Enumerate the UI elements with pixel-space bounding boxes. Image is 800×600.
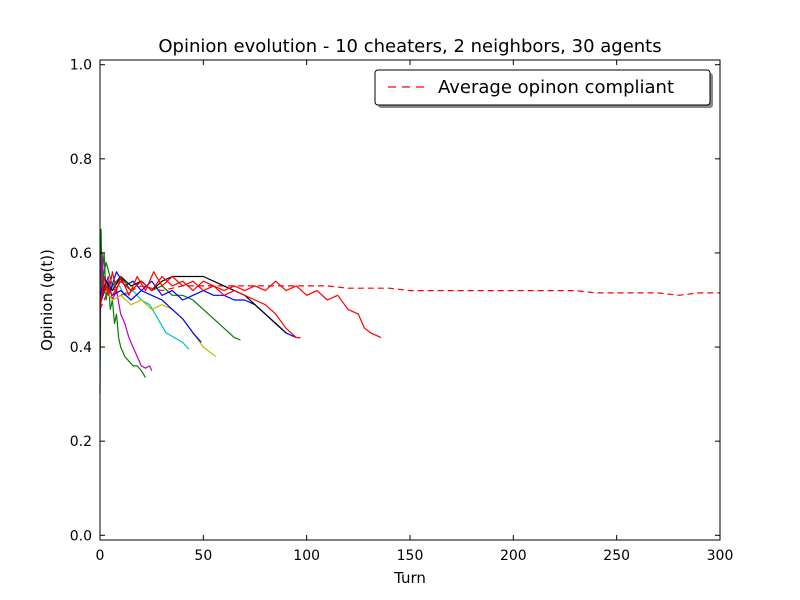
- x-tick-label: 100: [293, 548, 320, 564]
- series-line-average-opinon-compliant: [99, 285, 720, 310]
- series-line-agent-1: [99, 228, 147, 395]
- x-tick-label: 250: [603, 548, 630, 564]
- series-line-agent-8: [99, 275, 287, 334]
- series-line-agent-4: [99, 290, 217, 357]
- legend-box: [374, 69, 711, 106]
- series-line-agent-5: [99, 261, 241, 341]
- series-line-agent-2: [99, 252, 153, 371]
- series-line-agent-7: [99, 285, 202, 343]
- x-tick-label: 300: [707, 548, 734, 564]
- y-tick-label: 0.2: [70, 434, 92, 450]
- series-line-agent-9: [99, 271, 301, 339]
- y-axis-label: Opinion (φ(t)): [38, 249, 56, 351]
- legend-label: Average opinon compliant: [438, 77, 674, 98]
- y-tick-label: 1.0: [70, 58, 92, 74]
- legend: Average opinon compliant: [374, 69, 713, 108]
- chart-title: Opinion evolution - 10 cheaters, 2 neigh…: [158, 36, 661, 57]
- y-tick-label: 0.8: [70, 152, 92, 168]
- y-tick-label: 0.6: [70, 246, 92, 262]
- axes-ticks: 0 50 100 150 200 250 300 0.0 0.2 0.4 0.6 0.8 1.0: [70, 58, 734, 564]
- x-axis-label: Turn: [393, 569, 426, 587]
- x-tick-label: 50: [194, 548, 212, 564]
- series-layer: [99, 228, 720, 395]
- x-tick-label: 200: [500, 548, 527, 564]
- y-tick-label: 0.4: [70, 340, 92, 356]
- series-line-agent-10: [99, 275, 382, 339]
- x-tick-label: 0: [96, 548, 105, 564]
- x-tick-label: 150: [397, 548, 424, 564]
- y-tick-label: 0.0: [70, 528, 92, 544]
